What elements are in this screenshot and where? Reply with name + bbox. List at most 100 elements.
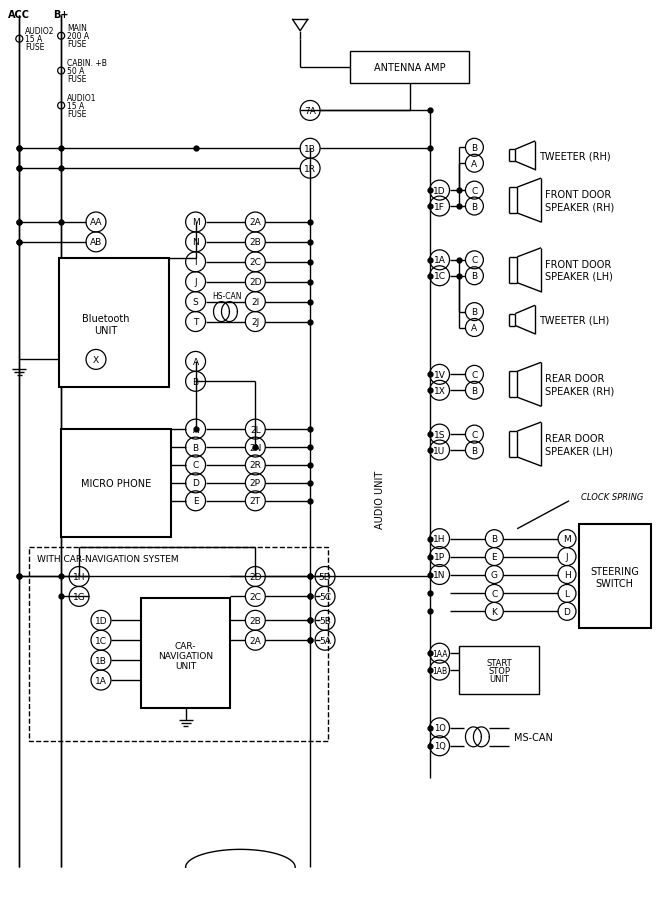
Text: UNIT: UNIT	[94, 325, 117, 335]
Text: 1D: 1D	[94, 616, 107, 625]
Text: MS-CAN: MS-CAN	[515, 732, 553, 742]
Text: REAR DOOR: REAR DOOR	[545, 374, 604, 384]
Text: 2R: 2R	[249, 461, 261, 470]
Text: B: B	[192, 377, 198, 386]
Text: FRONT DOOR: FRONT DOOR	[545, 189, 612, 200]
Text: 2D: 2D	[249, 572, 261, 581]
Text: B: B	[491, 535, 497, 544]
Text: FUSE: FUSE	[67, 75, 86, 84]
Text: B: B	[472, 272, 478, 281]
Text: 1S: 1S	[433, 430, 446, 439]
Text: SPEAKER (RH): SPEAKER (RH)	[545, 202, 614, 211]
Text: T: T	[193, 318, 198, 327]
Text: 1R: 1R	[304, 165, 316, 173]
Text: C: C	[192, 461, 199, 470]
Text: HS-CAN: HS-CAN	[212, 292, 242, 301]
Text: STEERING: STEERING	[590, 567, 639, 577]
Text: 1O: 1O	[433, 723, 446, 732]
Text: 1H: 1H	[73, 572, 85, 581]
Text: 1D: 1D	[433, 187, 446, 195]
Text: SPEAKER (LH): SPEAKER (LH)	[545, 445, 613, 456]
Text: C: C	[491, 589, 497, 599]
Text: 7A: 7A	[304, 107, 316, 116]
Text: FUSE: FUSE	[67, 40, 86, 49]
Text: C: C	[471, 430, 478, 439]
Bar	[579, 524, 651, 629]
Text: D: D	[192, 479, 199, 488]
Bar	[460, 647, 539, 694]
Text: 2C: 2C	[249, 258, 261, 267]
Text: 5B: 5B	[319, 616, 331, 625]
Text: B: B	[192, 443, 198, 452]
Text: 2B: 2B	[249, 238, 261, 247]
Text: M: M	[563, 535, 571, 544]
Text: 1G: 1G	[72, 592, 86, 601]
Text: SWITCH: SWITCH	[596, 578, 634, 589]
Text: 2J: 2J	[251, 318, 259, 327]
Text: 200 A: 200 A	[67, 32, 89, 41]
Text: REAR DOOR: REAR DOOR	[545, 434, 604, 444]
Text: G: G	[491, 570, 498, 579]
Text: 15 A: 15 A	[67, 102, 84, 111]
Text: 1C: 1C	[95, 636, 107, 645]
Text: C: C	[471, 187, 478, 195]
Text: 5C: 5C	[319, 592, 331, 601]
Text: 1N: 1N	[433, 570, 446, 579]
Text: 2D: 2D	[249, 278, 261, 287]
Text: AA: AA	[90, 219, 103, 227]
Text: 2B: 2B	[249, 616, 261, 625]
Text: SPEAKER (RH): SPEAKER (RH)	[545, 386, 614, 396]
Text: B: B	[472, 386, 478, 395]
Text: 1A: 1A	[433, 256, 446, 265]
Text: C: C	[471, 256, 478, 265]
Text: 1Q: 1Q	[433, 742, 446, 751]
Text: 1AA: 1AA	[431, 649, 448, 658]
Text: WITH CAR-NAVIGATION SYSTEM: WITH CAR-NAVIGATION SYSTEM	[38, 555, 179, 563]
Text: J: J	[565, 552, 568, 561]
Text: FUSE: FUSE	[25, 43, 45, 52]
Text: STOP: STOP	[488, 666, 511, 675]
Text: E: E	[193, 496, 198, 506]
Bar	[141, 599, 230, 708]
Text: 2N: 2N	[249, 443, 261, 452]
Text: 1C: 1C	[433, 272, 446, 281]
Bar	[59, 259, 169, 388]
Text: A: A	[472, 323, 478, 333]
Text: N: N	[192, 238, 199, 247]
Text: 2I: 2I	[251, 298, 259, 307]
Text: 50 A: 50 A	[67, 67, 84, 76]
Text: 5D: 5D	[319, 572, 332, 581]
Text: 1A: 1A	[95, 676, 107, 685]
Text: K: K	[491, 608, 497, 616]
Text: 1B: 1B	[304, 145, 316, 154]
Text: B: B	[472, 144, 478, 153]
Text: 1X: 1X	[433, 386, 446, 395]
Text: CAR-: CAR-	[175, 641, 196, 650]
Text: S: S	[193, 298, 198, 307]
Text: D: D	[563, 608, 570, 616]
Text: B: B	[472, 308, 478, 317]
Text: 1AB: 1AB	[432, 666, 447, 675]
Text: 15 A: 15 A	[25, 36, 42, 45]
Text: 1B: 1B	[95, 656, 107, 665]
Text: 2L: 2L	[250, 425, 261, 435]
Text: 2T: 2T	[250, 496, 261, 506]
Text: UNIT: UNIT	[489, 674, 509, 683]
Text: L: L	[565, 589, 570, 599]
Text: MAIN: MAIN	[67, 25, 87, 33]
Text: AUDIO2: AUDIO2	[25, 27, 55, 36]
Text: MICRO PHONE: MICRO PHONE	[81, 478, 151, 488]
Text: X: X	[93, 355, 99, 364]
Text: CABIN. +B: CABIN. +B	[67, 59, 107, 68]
Text: TWEETER (LH): TWEETER (LH)	[539, 315, 610, 325]
Text: NAVIGATION: NAVIGATION	[158, 651, 213, 660]
Bar	[29, 547, 328, 741]
Text: 2P: 2P	[250, 479, 261, 488]
Text: Bluetooth: Bluetooth	[82, 313, 130, 323]
Text: CLOCK SPRING: CLOCK SPRING	[581, 493, 643, 502]
Text: AUDIO1: AUDIO1	[67, 94, 96, 103]
Text: AB: AB	[90, 238, 102, 247]
Text: 2A: 2A	[249, 219, 261, 227]
Text: ACC: ACC	[8, 10, 30, 20]
Text: FUSE: FUSE	[67, 110, 86, 118]
